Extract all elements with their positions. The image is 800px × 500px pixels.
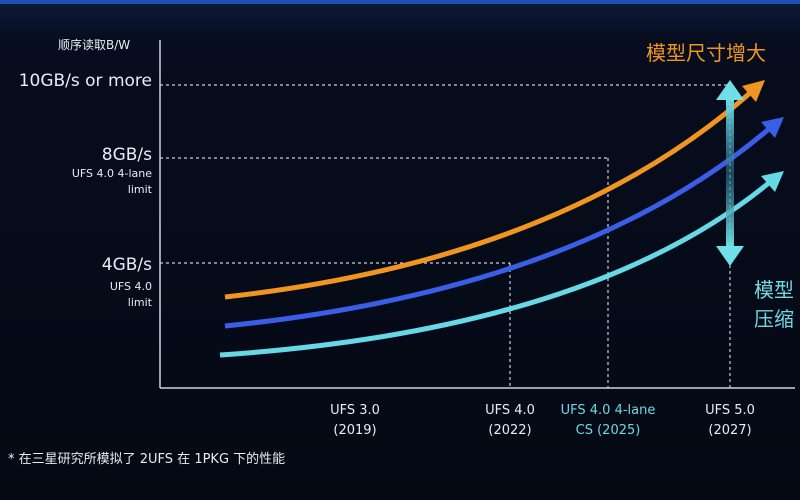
y-tick-label: 4GB/s — [102, 255, 152, 275]
arrowhead — [716, 246, 744, 266]
curve-blue — [224, 126, 772, 329]
x-label-year: (2022) — [488, 423, 531, 438]
y-axis-title: 顺序读取B/W — [58, 37, 130, 52]
x-label-year: CS (2025) — [576, 423, 641, 438]
double-arrow — [726, 98, 734, 248]
annotation-compress: 模型 — [754, 278, 794, 302]
x-label-year: (2027) — [708, 423, 751, 438]
guide-lines — [160, 84, 731, 388]
y-tick-label: 10GB/s or more — [19, 71, 152, 91]
footnote: * 在三星研究所模拟了 2UFS 在 1PKG 下的性能 — [8, 451, 285, 467]
arrowhead — [742, 80, 765, 102]
x-label: UFS 4.0 4-lane — [561, 403, 656, 418]
y-tick-note: limit — [128, 296, 153, 309]
arrowhead — [761, 117, 784, 138]
annotation-compress: 压缩 — [754, 307, 794, 331]
y-tick-note: UFS 4.0 4-lane — [72, 167, 152, 180]
arrowhead — [761, 171, 784, 192]
x-label-year: (2019) — [333, 423, 376, 438]
x-label: UFS 3.0 — [330, 403, 380, 418]
curve-cyan — [219, 180, 772, 358]
top-border — [0, 0, 800, 4]
curve-orange — [224, 91, 752, 300]
arrowhead — [716, 80, 744, 100]
y-tick-note: limit — [128, 183, 153, 196]
x-label: UFS 4.0 — [485, 403, 535, 418]
annotation-increase: 模型尺寸增大 — [646, 41, 766, 65]
y-tick-label: 8GB/s — [102, 145, 152, 165]
y-tick-note: UFS 4.0 — [110, 280, 152, 293]
x-label: UFS 5.0 — [705, 403, 755, 418]
